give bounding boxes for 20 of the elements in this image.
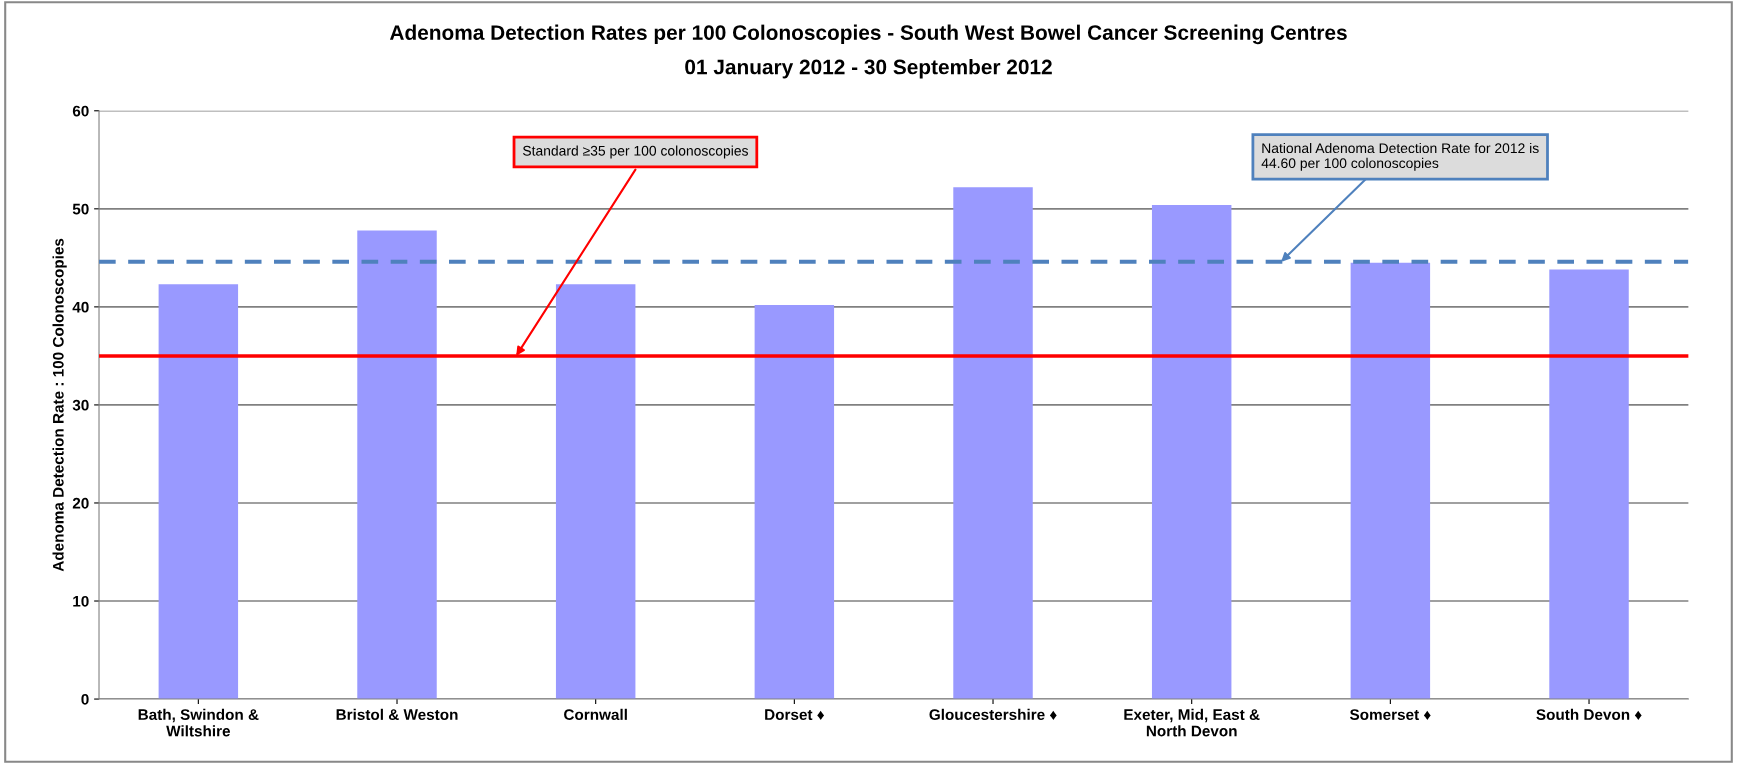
y-tick-label: 20 (72, 497, 89, 509)
y-tick-label: 30 (72, 399, 89, 411)
y-tick-label: 0 (81, 693, 89, 705)
x-tick-label: Bristol & Weston (336, 708, 458, 720)
chart-subtitle: 01 January 2012 - 30 September 2012 (685, 59, 1052, 79)
x-tick-label: Exeter, Mid, East & North Devon (1124, 708, 1260, 737)
ref-line-label: Standard ≥35 per 100 colonoscopies (522, 145, 748, 159)
x-tick-label: South Devon ♦ (1536, 708, 1642, 721)
x-tick-label: Cornwall (564, 708, 627, 720)
y-axis-title: Adenoma Detection Rate : 100 Colonoscopies (52, 238, 67, 572)
y-tick-label: 50 (72, 203, 89, 215)
chart-title: Adenoma Detection Rates per 100 Colonoscopies - South West Bowel Cancer Screening Centres (389, 24, 1347, 45)
y-tick-label: 60 (72, 105, 89, 117)
y-tick-label: 40 (72, 301, 89, 313)
x-tick-label: Gloucestershire ♦ (929, 708, 1057, 721)
x-tick-label: Somerset ♦ (1349, 709, 1431, 721)
y-tick-label: 10 (73, 595, 89, 607)
x-tick-label: Dorset ♦ (765, 709, 825, 721)
ref-line-label: National Adenoma Detection Rate for 2012 is 44.60 per 100 colonoscopies (1261, 142, 1539, 171)
x-tick-label: Bath, Swindon & Wiltshire (138, 708, 259, 737)
